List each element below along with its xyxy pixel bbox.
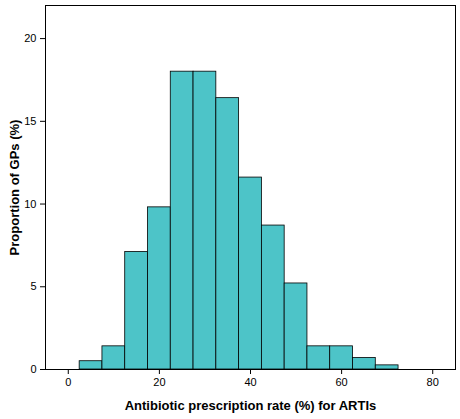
- svg-text:Proportion of GPs (%): Proportion of GPs (%): [7, 120, 22, 256]
- svg-text:60: 60: [335, 376, 347, 388]
- svg-text:0: 0: [65, 376, 71, 388]
- svg-text:10: 10: [24, 198, 36, 210]
- svg-text:15: 15: [24, 115, 36, 127]
- svg-text:20: 20: [153, 376, 165, 388]
- svg-text:5: 5: [30, 280, 36, 292]
- svg-text:0: 0: [30, 363, 36, 375]
- svg-text:Antibiotic prescription rate (: Antibiotic prescription rate (%) for ART…: [125, 398, 377, 413]
- svg-text:20: 20: [24, 32, 36, 44]
- svg-text:40: 40: [244, 376, 256, 388]
- svg-text:80: 80: [427, 376, 439, 388]
